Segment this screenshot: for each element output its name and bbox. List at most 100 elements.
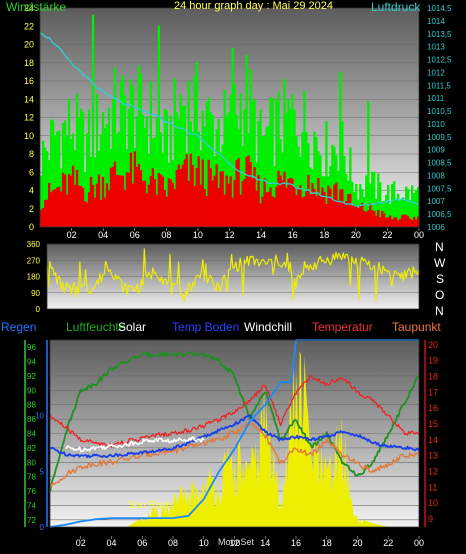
temperature-tick-label: 17 xyxy=(428,387,438,397)
wind-average-bar xyxy=(93,197,97,227)
wind-average-bar xyxy=(207,159,210,227)
wind-gust-bar xyxy=(81,112,85,227)
windchill-line xyxy=(65,436,205,453)
wind-average-bar xyxy=(315,196,318,227)
wind-average-bar xyxy=(151,168,154,227)
wind-average-bar xyxy=(43,200,47,227)
wind-average-bar xyxy=(179,169,182,227)
wind-gust-bar xyxy=(305,131,308,227)
wind-gust-bar xyxy=(289,109,292,227)
wind-average-bar xyxy=(167,178,170,227)
wind-average-bar xyxy=(131,183,135,227)
wind-gust-bar xyxy=(417,187,420,227)
wind-average-bar xyxy=(197,156,200,227)
x-tick-label: 16 xyxy=(291,538,301,548)
wind-average-bar xyxy=(191,165,194,227)
wind-average-bar xyxy=(341,189,344,227)
wind-average-bar xyxy=(55,187,59,227)
wind-average-bar xyxy=(355,206,358,227)
wind-gust-bar xyxy=(155,117,158,227)
direction-label-w: W xyxy=(434,256,446,270)
wind-gust-bar xyxy=(95,94,99,227)
wind-gust-bar xyxy=(265,127,268,227)
wind-gust-bar xyxy=(163,108,166,227)
wind-gust-bar xyxy=(203,126,206,227)
x-tick-label: 20 xyxy=(352,538,362,548)
rain-tick-label: 10 xyxy=(35,412,44,421)
wind-average-bar xyxy=(391,219,394,227)
y-tick-label: 4 xyxy=(29,186,34,196)
pressure-label: Luftdruck xyxy=(371,0,421,14)
wind-average-bar xyxy=(293,185,296,227)
wind-gust-bar xyxy=(285,112,288,227)
wind-average-bar xyxy=(323,191,326,227)
wind-average-bar xyxy=(61,172,65,227)
legend-humidity: Luftfeuchte xyxy=(66,320,126,334)
wind-average-bar xyxy=(85,202,89,227)
x-tick-label: 12 xyxy=(224,230,234,240)
x-tick-label: 22 xyxy=(383,538,393,548)
wind-gust-bar xyxy=(169,115,172,227)
wind-average-bar xyxy=(291,178,294,227)
y-right-tick-label: 1011 xyxy=(427,94,445,103)
x-tick-label: 02 xyxy=(76,538,86,548)
x-tick-label: 10 xyxy=(199,538,209,548)
y-right-tick-label: 1009,5 xyxy=(427,133,452,142)
wind-average-bar xyxy=(49,192,53,227)
wind-gust-bar xyxy=(313,131,316,227)
wind-average-bar xyxy=(371,209,374,227)
wind-average-bar xyxy=(171,182,174,227)
wind-gust-bar xyxy=(341,121,344,227)
humidity-tick-label: 76 xyxy=(27,487,36,496)
wind-average-bar xyxy=(305,189,308,227)
wind-gust-bar xyxy=(107,107,111,227)
wind-average-bar xyxy=(209,168,212,227)
x-tick-label: 16 xyxy=(288,230,298,240)
wind-gust-bar xyxy=(231,47,234,227)
wind-gust-bar xyxy=(99,134,103,227)
wind-average-bar xyxy=(155,194,158,227)
wind-average-bar xyxy=(233,179,236,227)
wind-average-bar xyxy=(173,189,176,227)
wind-average-bar xyxy=(47,182,51,227)
wind-gust-bar xyxy=(91,14,95,227)
wind-gust-bar xyxy=(243,109,246,227)
rain-tick-label: 0 xyxy=(40,523,45,532)
wind-average-bar xyxy=(101,176,105,227)
humidity-tick-label: 96 xyxy=(27,343,36,352)
wind-average-bar xyxy=(99,199,103,227)
wind-gust-bar xyxy=(245,55,248,227)
wind-gust-bar xyxy=(249,69,252,228)
wind-gust-bar xyxy=(111,99,115,227)
wind-gust-bar xyxy=(179,94,182,227)
x-tick-label: 02 xyxy=(67,230,77,240)
wind-gust-bar xyxy=(145,116,149,227)
wind-gust-bar xyxy=(137,65,141,227)
y-right-tick-label: 1014 xyxy=(427,17,445,26)
wind-gust-bar xyxy=(377,173,380,227)
wind-average-bar xyxy=(349,193,352,227)
y-tick-label: 14 xyxy=(24,94,34,104)
wind-gust-bar xyxy=(373,171,376,227)
wind-gust-bar xyxy=(79,108,83,227)
wind-average-bar xyxy=(287,178,290,227)
y-right-tick-label: 1012,5 xyxy=(427,56,452,65)
wind-gust-bar xyxy=(205,101,208,227)
wind-average-bar xyxy=(389,215,392,227)
temperature-tick-label: 13 xyxy=(428,451,438,461)
wind-gust-bar xyxy=(239,93,242,227)
humidity-tick-label: 90 xyxy=(27,386,36,395)
wind-gust-bar xyxy=(261,135,264,227)
wind-average-bar xyxy=(53,189,57,227)
wind-average-bar xyxy=(397,220,400,227)
wind-gust-bar xyxy=(403,200,406,227)
wind-average-bar xyxy=(213,175,216,227)
panel-border xyxy=(49,339,420,528)
wind-average-bar xyxy=(273,197,276,227)
wind-gust-bar xyxy=(175,112,178,227)
temperature-tick-label: 20 xyxy=(428,340,438,350)
wind-gust-bar xyxy=(217,118,220,227)
wind-gust-bar xyxy=(253,99,256,227)
wind-average-bar xyxy=(263,178,266,227)
wind-gust-bar xyxy=(123,95,127,227)
